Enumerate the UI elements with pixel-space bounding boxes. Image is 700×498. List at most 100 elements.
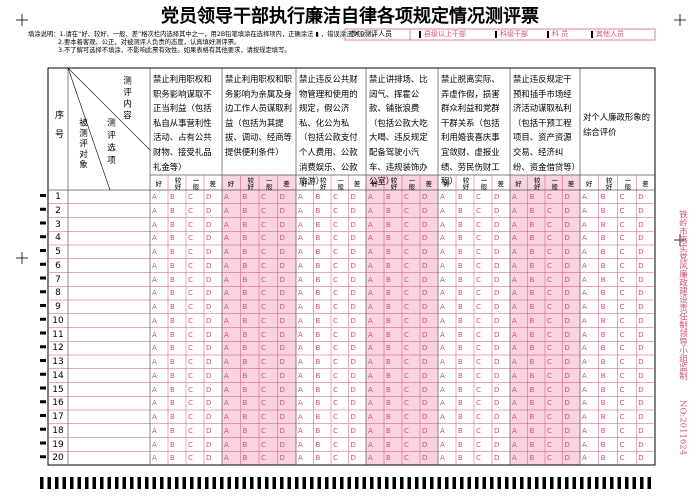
timing-mark xyxy=(70,477,74,489)
choice-option: C xyxy=(261,358,266,366)
choice-option: C xyxy=(547,303,552,311)
timing-mark xyxy=(482,477,486,489)
choice-option: A xyxy=(440,426,445,435)
grade-label: 一般 xyxy=(264,177,273,190)
row-number: 14 xyxy=(52,370,64,381)
choice-option: C xyxy=(261,206,266,215)
choice-option: C xyxy=(333,440,338,449)
column-header: 禁止利用职权和职务影响谋取不正当利益（包括私自从事营利性活动、占有公共财物、接受… xyxy=(153,74,212,172)
choice-option: C xyxy=(619,344,625,353)
choice-option: A xyxy=(582,316,587,325)
choice-option: D xyxy=(494,303,500,311)
choice-option: A xyxy=(582,261,587,270)
choice-option: A xyxy=(440,344,445,353)
choice-option: B xyxy=(458,261,463,270)
timing-mark xyxy=(265,477,269,489)
choice-option: C xyxy=(619,371,625,380)
choice-option: B xyxy=(315,385,321,394)
rule xyxy=(67,67,111,191)
choice-option: C xyxy=(619,275,625,284)
choice-option: B xyxy=(600,220,606,229)
choice-option: B xyxy=(170,303,175,311)
choice-option: A xyxy=(440,330,445,339)
choice-option: B xyxy=(600,385,606,394)
choice-option: C xyxy=(333,399,338,408)
choice-option: A xyxy=(582,399,587,408)
choice-option: D xyxy=(422,426,428,435)
choice-option: A xyxy=(582,248,587,256)
choice-option: D xyxy=(279,371,285,380)
choice-option: B xyxy=(529,344,535,353)
choice-option: A xyxy=(224,385,229,394)
choice-option: B xyxy=(600,344,606,353)
choice-option: C xyxy=(619,399,625,408)
choice-option: C xyxy=(476,220,481,229)
timing-mark xyxy=(167,477,171,489)
choice-option: B xyxy=(529,248,535,256)
grade-label: 好 xyxy=(227,180,235,188)
timing-mark xyxy=(40,331,46,335)
choice-option: B xyxy=(386,275,391,284)
choice-option: B xyxy=(529,399,535,408)
timing-mark xyxy=(415,477,419,489)
choice-option: B xyxy=(458,275,463,284)
choice-option: A xyxy=(224,206,229,215)
choice-option: C xyxy=(333,385,338,394)
timing-mark xyxy=(340,477,344,489)
choice-option: A xyxy=(298,248,303,256)
choice-option: C xyxy=(188,426,193,435)
timing-mark xyxy=(100,477,104,489)
choice-option: D xyxy=(564,193,570,201)
choice-option: D xyxy=(638,220,644,229)
choice-option: B xyxy=(458,371,463,380)
choice-option: B xyxy=(170,275,175,284)
grade-label: 较好 xyxy=(532,177,541,190)
choice-option: D xyxy=(279,440,285,449)
choice-option: C xyxy=(476,289,481,298)
timing-mark xyxy=(40,207,46,211)
grade-label: 好 xyxy=(585,180,593,188)
choice-option: B xyxy=(600,426,606,435)
choice-option: D xyxy=(279,289,285,298)
timing-mark xyxy=(145,477,149,489)
choice-option: D xyxy=(638,426,644,435)
choice-option: C xyxy=(333,330,338,339)
grade-label: 较好 xyxy=(318,177,327,190)
timing-mark xyxy=(107,477,111,489)
row-number: 18 xyxy=(52,425,64,436)
choice-option: C xyxy=(188,344,193,353)
timing-mark xyxy=(430,477,434,489)
choice-option: B xyxy=(458,289,463,298)
timing-mark xyxy=(182,477,186,489)
choice-option: B xyxy=(600,316,606,325)
choice-option: D xyxy=(279,399,285,408)
timing-mark xyxy=(310,477,314,489)
choice-option: A xyxy=(152,330,157,339)
timing-mark xyxy=(385,477,389,489)
choice-option: D xyxy=(564,220,570,229)
choice-option: D xyxy=(422,358,428,366)
choice-option: C xyxy=(476,399,481,408)
choice-option: C xyxy=(476,303,481,311)
choice-option: D xyxy=(494,330,500,339)
grade-label: 一般 xyxy=(191,177,199,190)
choice-option: A xyxy=(582,275,587,284)
choice-option: D xyxy=(494,193,500,201)
choice-option: C xyxy=(547,358,552,366)
choice-option: A xyxy=(368,385,373,394)
choice-option: D xyxy=(494,220,500,229)
choice-option: C xyxy=(547,371,552,380)
choice-option: B xyxy=(529,358,535,366)
column-header: 禁止利用职权和职务影响为亲属及身边工作人员谋取利益（包括为其提拔、调动、经商等提… xyxy=(225,74,292,157)
choice-option: B xyxy=(242,289,248,298)
timing-mark xyxy=(40,441,46,445)
timing-mark xyxy=(587,477,591,489)
choice-option: D xyxy=(422,440,428,449)
choice-option: D xyxy=(206,371,212,380)
choice-option: C xyxy=(261,261,266,270)
choice-option: C xyxy=(261,220,266,229)
grade-label: 一般 xyxy=(407,177,415,190)
choice-option: D xyxy=(279,234,285,243)
choice-option: A xyxy=(440,275,445,284)
choice-option: C xyxy=(333,316,338,325)
